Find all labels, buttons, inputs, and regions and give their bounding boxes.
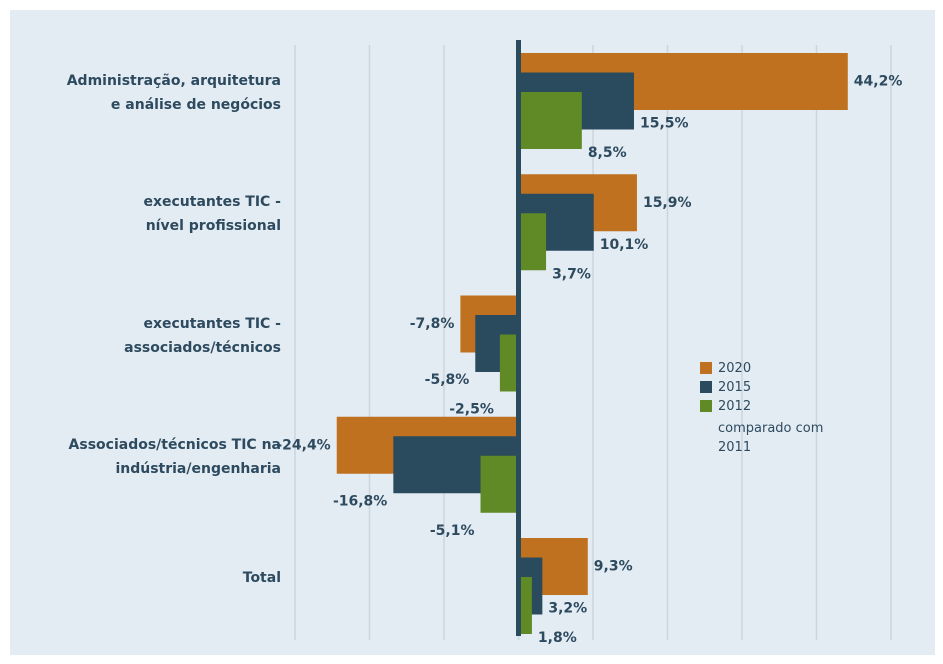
value-label: -7,8% [410, 316, 455, 332]
bar [480, 455, 519, 513]
legend-swatch [700, 381, 712, 393]
legend-swatch [700, 362, 712, 374]
value-label: -16,8% [333, 493, 387, 509]
value-label: -5,1% [430, 523, 475, 539]
category-label: Administração, arquitetura e análise de … [66, 73, 281, 113]
bar [518, 577, 532, 634]
value-label: 15,5% [640, 116, 689, 132]
bar [499, 334, 519, 392]
bar [518, 92, 582, 149]
legend-swatch [700, 400, 712, 412]
value-label: 9,3% [594, 559, 633, 575]
category-label: executantes TIC - associados/técnicos [124, 315, 281, 356]
value-label: 8,5% [588, 145, 627, 161]
value-label: -24,4% [276, 437, 330, 453]
bar [518, 213, 547, 271]
category-label: executantes TIC - nível profissional [143, 194, 281, 235]
category-label: Associados/técnicos TIC na indústria/eng… [68, 436, 281, 477]
legend-label: 2015 [718, 380, 752, 395]
value-label: 1,8% [538, 630, 577, 646]
value-label: -2,5% [449, 402, 494, 418]
value-label: 3,2% [548, 601, 587, 617]
value-label: 10,1% [600, 237, 649, 253]
category-label: Total [242, 570, 281, 586]
legend-note: comparado com 2011 [718, 421, 824, 455]
value-label: 15,9% [643, 195, 692, 211]
legend-label: 2012 [718, 399, 752, 414]
value-label: 44,2% [854, 74, 903, 90]
legend-label: 2020 [718, 361, 752, 376]
value-label: 3,7% [552, 266, 591, 282]
value-label: -5,8% [425, 372, 470, 388]
